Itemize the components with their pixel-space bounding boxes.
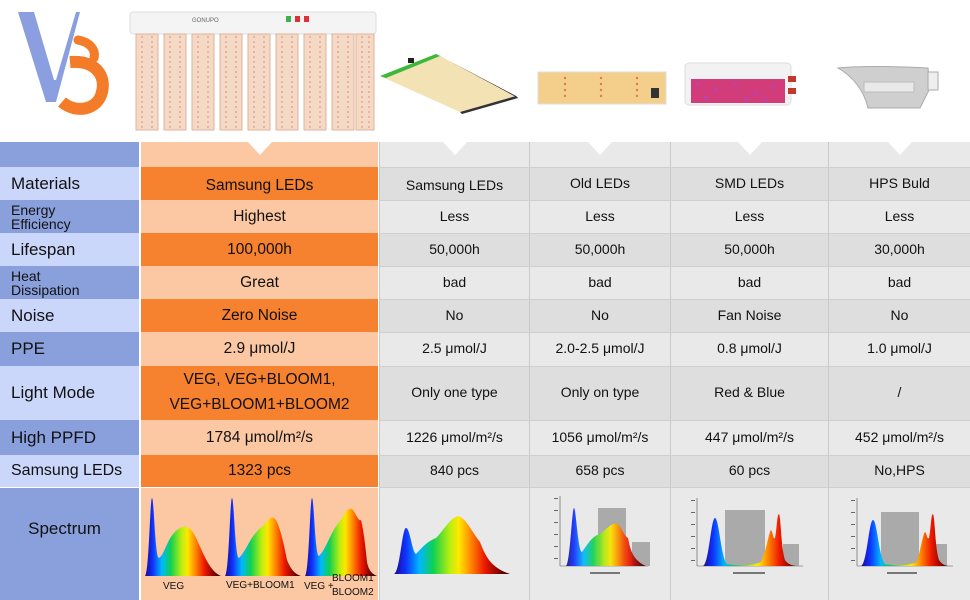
header-spacer bbox=[0, 142, 139, 167]
cell-light-mode: Red & Blue bbox=[671, 366, 828, 420]
cell-materials: Old LEDs bbox=[530, 167, 670, 200]
cell-materials: Samsung LEDs bbox=[380, 167, 529, 200]
column-header bbox=[671, 142, 828, 167]
spectrum-label-bloom2: BLOOM2 bbox=[332, 587, 374, 598]
spectrum-label-veg: VEG bbox=[163, 581, 185, 592]
cell-light-mode: / bbox=[829, 366, 970, 420]
featured-lifespan: 100,000h bbox=[141, 233, 378, 266]
featured-noise: Zero Noise bbox=[141, 299, 378, 332]
cell-lifespan: 50,000h bbox=[671, 233, 828, 266]
row-label-light-mode: Light Mode bbox=[0, 366, 139, 420]
cell-light-mode: Only on type bbox=[530, 366, 670, 420]
featured-heat-dissipation: Great bbox=[141, 266, 378, 299]
cell-samsung-leds: No,HPS bbox=[829, 455, 970, 487]
featured-energy-efficiency: Highest bbox=[141, 200, 378, 233]
cell-ppe: 1.0 μmol/J bbox=[829, 332, 970, 366]
featured-samsung-leds: 1323 pcs bbox=[141, 455, 378, 487]
spectrum-label-veg-plus: VEG + bbox=[304, 581, 334, 592]
cell-noise: No bbox=[380, 299, 529, 332]
pointer-notch bbox=[247, 142, 272, 155]
product-banner: GONUPO bbox=[0, 0, 970, 142]
cell-high-ppfd: 1056 μmol/m²/s bbox=[530, 420, 670, 455]
competitor-column-smd-leds: SMD LEDs Less 50,000h bad Fan Noise 0.8 … bbox=[670, 142, 828, 600]
cell-samsung-leds: 60 pcs bbox=[671, 455, 828, 487]
old-led-panel-image bbox=[537, 71, 667, 105]
cell-ppe: 2.5 μmol/J bbox=[380, 332, 529, 366]
cell-samsung-leds: 658 pcs bbox=[530, 455, 670, 487]
column-header bbox=[530, 142, 670, 167]
cell-energy-efficiency: Less bbox=[829, 200, 970, 233]
spectrum-chart bbox=[851, 498, 953, 574]
samsung-led-board-image bbox=[380, 54, 518, 114]
cell-lifespan: 50,000h bbox=[530, 233, 670, 266]
featured-spectrum-charts bbox=[145, 498, 377, 576]
cell-energy-efficiency: Less bbox=[530, 200, 670, 233]
featured-grow-light-image: GONUPO bbox=[129, 11, 377, 131]
featured-header bbox=[141, 142, 378, 167]
cell-noise: No bbox=[829, 299, 970, 332]
row-label-noise: Noise bbox=[0, 299, 139, 332]
row-label-materials: Materials bbox=[0, 167, 139, 200]
spectrum-chart bbox=[394, 516, 510, 574]
cell-materials: HPS Buld bbox=[829, 167, 970, 200]
spectrum-chart bbox=[554, 496, 650, 574]
cell-spectrum bbox=[380, 488, 529, 600]
cell-high-ppfd: 447 μmol/m²/s bbox=[671, 420, 828, 455]
row-label-samsung-leds: Samsung LEDs bbox=[0, 455, 139, 487]
cell-samsung-leds: 840 pcs bbox=[380, 455, 529, 487]
row-label-lifespan: Lifespan bbox=[0, 233, 139, 266]
cell-high-ppfd: 452 μmol/m²/s bbox=[829, 420, 970, 455]
cell-noise: Fan Noise bbox=[671, 299, 828, 332]
cell-spectrum bbox=[530, 488, 670, 600]
cell-ppe: 0.8 μmol/J bbox=[671, 332, 828, 366]
pointer-notch bbox=[588, 142, 612, 155]
competitor-column-hps-bulb: HPS Buld Less 30,000h bad No 1.0 μmol/J … bbox=[828, 142, 970, 600]
competitor-column-old-leds: Old LEDs Less 50,000h bad No 2.0-2.5 μmo… bbox=[529, 142, 670, 600]
smd-led-panel-image bbox=[684, 62, 796, 106]
featured-ppe: 2.9 μmol/J bbox=[141, 332, 378, 366]
spectrum-label-veg-bloom1: VEG+BLOOM1 bbox=[226, 580, 295, 591]
cell-lifespan: 30,000h bbox=[829, 233, 970, 266]
pointer-notch bbox=[887, 142, 912, 155]
featured-product-column: Samsung LEDs Highest 100,000h Great Zero… bbox=[141, 142, 378, 600]
cell-high-ppfd: 1226 μmol/m²/s bbox=[380, 420, 529, 455]
row-label-ppe: PPE bbox=[0, 332, 139, 366]
spectrum-chart bbox=[691, 498, 803, 574]
cell-materials: SMD LEDs bbox=[671, 167, 828, 200]
row-label-heat-dissipation: Heat Dissipation bbox=[0, 266, 139, 299]
column-header bbox=[380, 142, 529, 167]
cell-noise: No bbox=[530, 299, 670, 332]
pointer-notch bbox=[442, 142, 467, 155]
comparison-table: Materials Energy Efficiency Lifespan Hea… bbox=[0, 142, 970, 600]
featured-light-mode: VEG, VEG+BLOOM1, VEG+BLOOM1+BLOOM2 bbox=[141, 366, 378, 420]
spectrum-label-bloom1: BLOOM1 bbox=[332, 573, 374, 584]
cell-heat-dissipation: bad bbox=[530, 266, 670, 299]
column-header bbox=[829, 142, 970, 167]
pointer-notch bbox=[737, 142, 762, 155]
cell-energy-efficiency: Less bbox=[380, 200, 529, 233]
cell-energy-efficiency: Less bbox=[671, 200, 828, 233]
vs-logo bbox=[18, 12, 109, 115]
cell-heat-dissipation: bad bbox=[671, 266, 828, 299]
row-label-column: Materials Energy Efficiency Lifespan Hea… bbox=[0, 142, 139, 600]
cell-ppe: 2.0-2.5 μmol/J bbox=[530, 332, 670, 366]
row-label-high-ppfd: High PPFD bbox=[0, 420, 139, 455]
hps-bulb-image bbox=[836, 66, 939, 109]
cell-heat-dissipation: bad bbox=[829, 266, 970, 299]
featured-spectrum: VEG VEG+BLOOM1 VEG + BLOOM1 BLOOM2 bbox=[141, 488, 378, 600]
featured-materials: Samsung LEDs bbox=[141, 167, 378, 200]
cell-spectrum bbox=[671, 488, 828, 600]
row-label-spectrum: Spectrum bbox=[0, 488, 139, 600]
cell-heat-dissipation: bad bbox=[380, 266, 529, 299]
cell-spectrum bbox=[829, 488, 970, 600]
brand-text: GONUPO bbox=[192, 18, 219, 24]
row-label-energy-efficiency: Energy Efficiency bbox=[0, 200, 139, 233]
cell-light-mode: Only one type bbox=[380, 366, 529, 420]
cell-lifespan: 50,000h bbox=[380, 233, 529, 266]
featured-high-ppfd: 1784 μmol/m²/s bbox=[141, 420, 378, 455]
competitor-column-samsung-leds: Samsung LEDs Less 50,000h bad No 2.5 μmo… bbox=[379, 142, 529, 600]
